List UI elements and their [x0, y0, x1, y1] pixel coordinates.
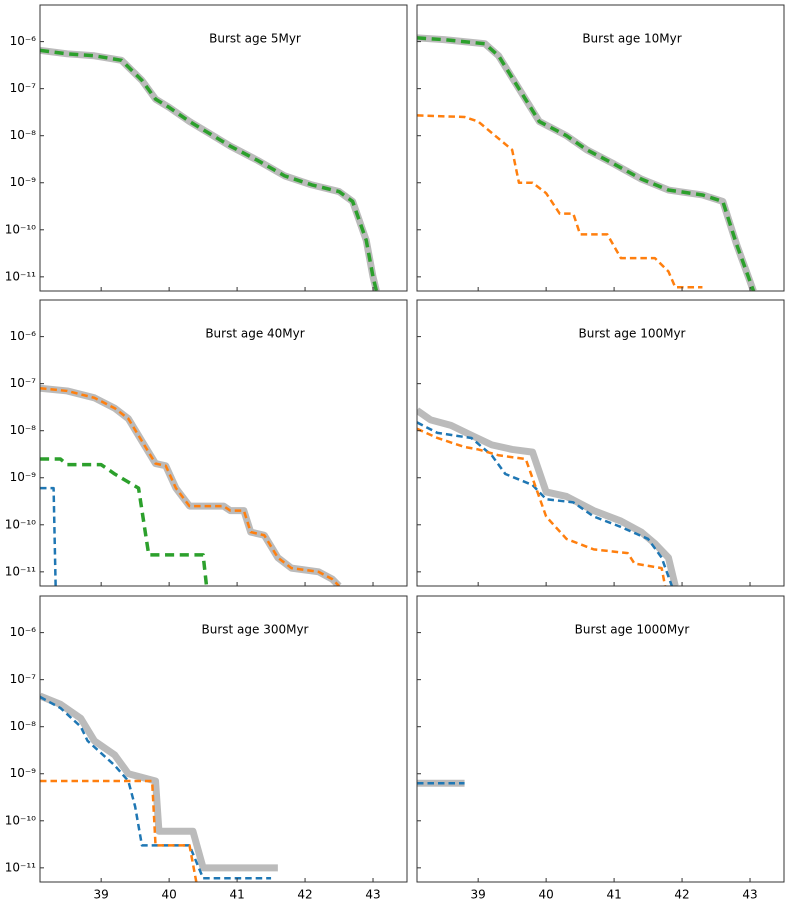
- panel: 10⁻⁶ 10⁻⁷ 10⁻⁸ 10⁻⁹ 10⁻¹⁰ 10⁻¹¹ Burst age 5Myr: [5, 4, 408, 292]
- y-tick-label: 10⁻⁸: [10, 719, 37, 733]
- y-tick-label: 10⁻¹¹: [5, 860, 36, 874]
- data-line: [417, 34, 757, 291]
- y-tick-label: 10⁻⁷: [10, 376, 37, 390]
- panel: 39 40 41 42 43 Burst age 1000Myr: [416, 595, 785, 901]
- x-tick-label: 39: [94, 888, 109, 901]
- x-tick-label: 40: [538, 888, 553, 901]
- data-line: [40, 46, 380, 291]
- panel: 39 40 41 42 43 10⁻⁶ 10⁻⁷ 10⁻⁸ 10⁻⁹ 10⁻¹⁰ 10⁻¹¹ Burs…: [5, 595, 408, 901]
- data-line: [40, 384, 342, 586]
- panel-title: Burst age 300Myr: [201, 623, 308, 637]
- y-tick-label: 10⁻⁸: [10, 423, 37, 437]
- data-line: [40, 386, 340, 586]
- x-tick-label: 43: [365, 888, 380, 901]
- panel: Burst age 10Myr: [416, 4, 785, 292]
- data-line: [417, 421, 674, 586]
- panel: Burst age 100Myr: [416, 299, 785, 587]
- y-tick-label: 10⁻¹¹: [5, 269, 36, 283]
- data-line: [40, 692, 278, 872]
- axes-frame: [416, 595, 785, 883]
- y-tick-label: 10⁻⁹: [10, 766, 37, 780]
- y-tick-label: 10⁻¹⁰: [5, 813, 36, 827]
- plot-area: [40, 692, 278, 882]
- axes-frame: [39, 595, 408, 883]
- y-tick-label: 10⁻¹¹: [5, 564, 36, 578]
- axes-frame: [416, 299, 785, 587]
- y-tick-label: 10⁻⁷: [10, 81, 37, 95]
- data-line: [40, 457, 209, 586]
- panel-title: Burst age 10Myr: [582, 32, 681, 46]
- panel-title: Burst age 1000Myr: [575, 623, 690, 637]
- y-tick-label: 10⁻¹⁰: [5, 517, 36, 531]
- panel-title: Burst age 40Myr: [205, 327, 304, 341]
- y-tick-label: 10⁻⁶: [10, 34, 37, 48]
- data-line: [40, 48, 379, 291]
- data-line: [417, 114, 703, 289]
- x-tick-label: 39: [471, 888, 486, 901]
- data-line: [417, 407, 679, 586]
- plot-area: [40, 46, 380, 291]
- y-tick-label: 10⁻⁹: [10, 470, 37, 484]
- x-tick-label: 42: [674, 888, 689, 901]
- panel-title: Burst age 5Myr: [209, 32, 301, 46]
- x-tick-label: 41: [229, 888, 244, 901]
- axes-frame: [39, 4, 408, 292]
- panel-title: Burst age 100Myr: [578, 327, 685, 341]
- y-tick-label: 10⁻⁸: [10, 128, 37, 142]
- y-tick-label: 10⁻⁹: [10, 175, 37, 189]
- panel: 10⁻⁶ 10⁻⁷ 10⁻⁸ 10⁻⁹ 10⁻¹⁰ 10⁻¹¹ Burst age 40My…: [5, 299, 408, 587]
- y-tick-label: 10⁻⁷: [10, 672, 37, 686]
- x-tick-label: 42: [297, 888, 312, 901]
- data-line: [417, 427, 667, 586]
- y-tick-label: 10⁻¹⁰: [5, 222, 36, 236]
- plot-area: [417, 407, 679, 586]
- data-line: [40, 779, 198, 882]
- axes-frame: [39, 299, 408, 587]
- plot-area: [417, 34, 757, 291]
- x-tick-label: 41: [606, 888, 621, 901]
- data-line: [417, 36, 756, 291]
- x-tick-label: 43: [742, 888, 757, 901]
- y-tick-label: 10⁻⁶: [10, 329, 37, 343]
- y-tick-label: 10⁻⁶: [10, 625, 37, 639]
- x-tick-label: 40: [161, 888, 176, 901]
- plot-area: [40, 384, 342, 586]
- data-line: [40, 486, 57, 586]
- axes-frame: [416, 4, 785, 292]
